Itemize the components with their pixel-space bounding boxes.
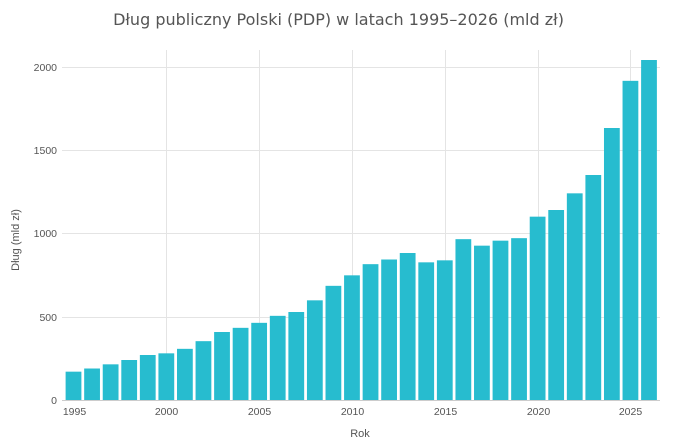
bar-2017 <box>474 245 490 400</box>
x-axis-label: Rok <box>350 428 370 440</box>
x-tick-label: 2025 <box>619 406 643 418</box>
bar-2006 <box>269 315 286 400</box>
bar-2009 <box>325 285 342 400</box>
bar-2016 <box>455 239 472 400</box>
y-tick-label: 0 <box>51 395 57 407</box>
bar-2007 <box>288 312 305 400</box>
tick-labels: 0 500 1000 1500 2000 1995 2000 2005 2010 2015 2020… <box>34 62 643 418</box>
x-tick-label: 2000 <box>155 406 179 418</box>
bar-2019 <box>511 238 527 400</box>
bar-1998 <box>121 360 138 400</box>
bar-2003 <box>214 332 230 400</box>
y-tick-label: 500 <box>39 312 57 324</box>
bar-1995 <box>65 371 82 400</box>
bar-2013 <box>399 253 416 400</box>
bar-1996 <box>84 368 100 400</box>
x-tick-label: 2010 <box>341 406 365 418</box>
x-tick-label: 1995 <box>63 406 87 418</box>
bar-2015 <box>436 260 453 400</box>
y-axis-label: Dług (mld zł) <box>10 209 22 271</box>
bar-2010 <box>344 275 360 400</box>
y-tick-label: 1000 <box>34 228 58 240</box>
bar-2020 <box>529 216 546 400</box>
bar-1999 <box>139 355 156 400</box>
bar-2022 <box>566 193 583 400</box>
bar-2000 <box>158 353 175 400</box>
bar-2004 <box>232 327 249 400</box>
bar-2025 <box>622 80 639 400</box>
bar-2026 <box>641 60 657 400</box>
bar-2018 <box>492 240 509 400</box>
y-tick-label: 1500 <box>34 145 58 157</box>
bar-2024 <box>603 128 620 400</box>
bar-2012 <box>381 259 397 400</box>
x-tick-label: 2005 <box>248 406 272 418</box>
y-tick-label: 2000 <box>34 62 58 74</box>
chart-title: Dług publiczny Polski (PDP) w latach 199… <box>113 10 564 29</box>
bar-2014 <box>418 262 435 400</box>
x-tick-label: 2020 <box>527 406 551 418</box>
bar-2001 <box>176 348 193 400</box>
bar-2005 <box>251 322 268 400</box>
bars <box>65 60 657 400</box>
bar-2008 <box>306 300 323 400</box>
bar-1997 <box>102 364 119 400</box>
bar-2002 <box>195 341 212 400</box>
bar-2021 <box>548 210 565 400</box>
bar-2011 <box>362 264 379 400</box>
bar-2023 <box>585 175 602 400</box>
x-tick-label: 2015 <box>434 406 458 418</box>
